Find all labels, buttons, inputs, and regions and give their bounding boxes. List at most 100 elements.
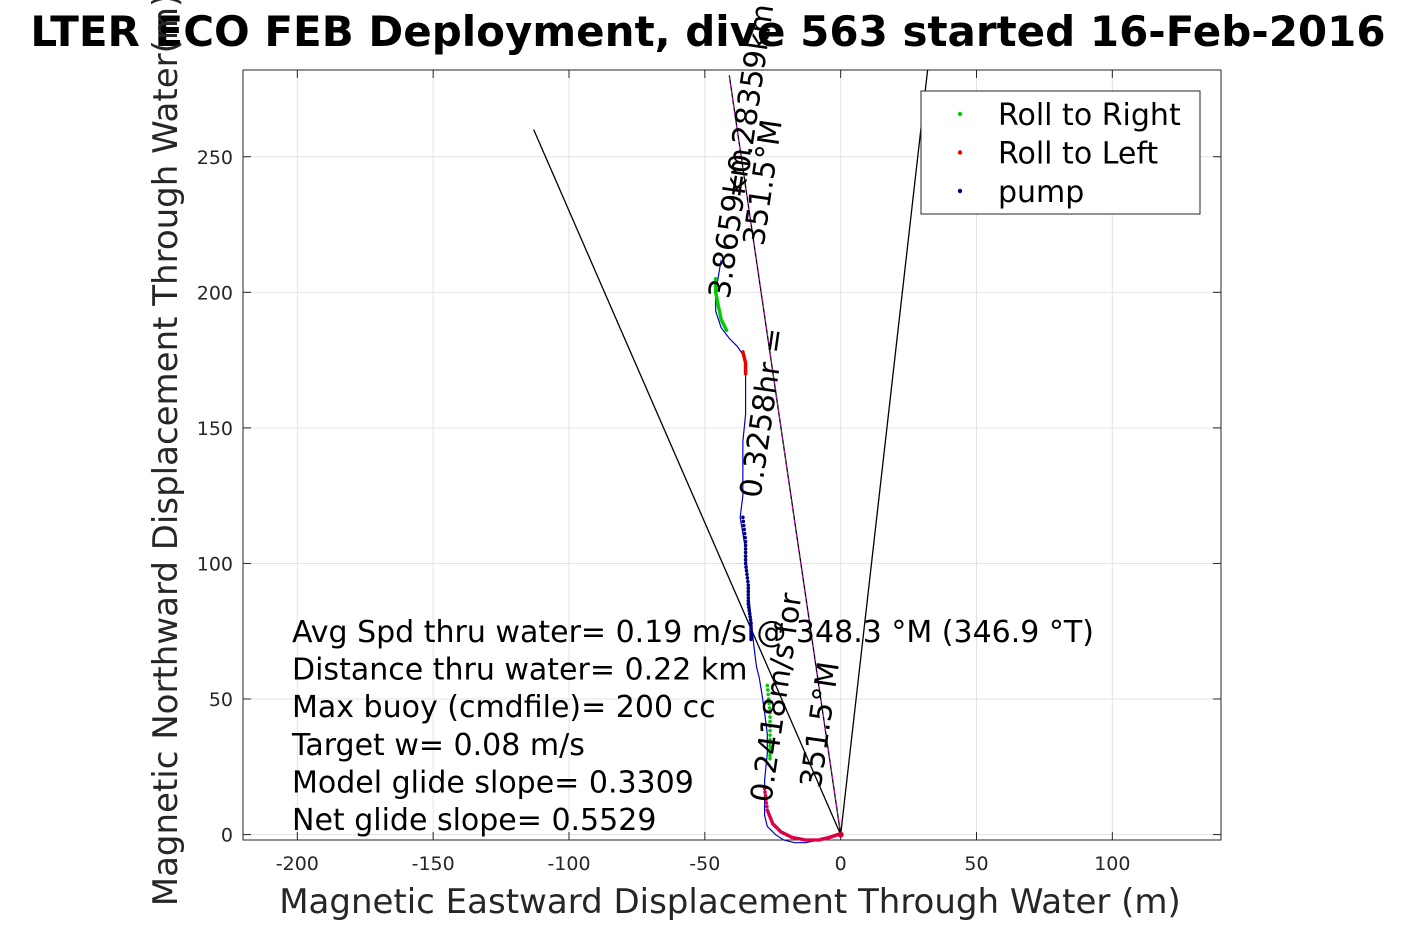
axis-ticks: -200 -150 -100 -50 0 50 100 0 50 100 150 200 250: [197, 70, 1221, 875]
pump-marker: [746, 605, 751, 610]
pump-marker: [749, 634, 753, 639]
x-tick-label: -50: [689, 853, 720, 875]
pump-marker: [749, 632, 753, 636]
pump-marker: [741, 519, 746, 524]
pump-marker: [744, 565, 748, 569]
current-line: [728, 75, 842, 835]
pump-marker: [742, 527, 747, 532]
roll_left-marker: [743, 371, 748, 376]
x-tick-label: 100: [1094, 853, 1130, 875]
reference-lines: [533, 69, 929, 835]
legend-marker: [957, 150, 963, 155]
chart-title: LTER ECO FEB Deployment, dive 563 starte…: [30, 7, 1385, 56]
legend-marker: [957, 188, 963, 194]
origin-marker: [837, 831, 844, 838]
track-markers: [713, 276, 844, 842]
roll_right-marker: [768, 737, 772, 742]
pump-marker: [743, 535, 747, 540]
legend-marker: [957, 111, 963, 117]
track-line: [715, 259, 841, 844]
roll_left-marker: [762, 786, 767, 791]
roll_right-marker: [768, 715, 772, 719]
pump-marker: [746, 595, 751, 600]
roll_left-marker: [763, 793, 768, 798]
pump-marker: [748, 618, 753, 622]
cone-left: [533, 129, 842, 835]
roll_left-marker: [764, 801, 769, 805]
pump-marker: [746, 602, 751, 606]
pump-marker: [741, 515, 745, 520]
roll_right-marker: [768, 741, 772, 745]
roll_left-marker: [763, 790, 767, 794]
roll_right-marker: [767, 701, 771, 706]
pump-marker: [745, 576, 750, 580]
stats-block: Avg Spd thru water= 0.19 m/s @ 348.3 °M …: [291, 615, 1094, 838]
legend-label: pump: [998, 175, 1084, 210]
pump-marker: [746, 579, 750, 584]
stat-line: Model glide slope= 0.3309: [292, 765, 694, 800]
stat-line: Net glide slope= 0.5529: [292, 803, 656, 838]
track-annotation: 351.5°M: [794, 660, 847, 791]
legend-label: Roll to Left: [998, 137, 1158, 172]
x-tick-label: -150: [412, 853, 455, 875]
x-tick-label: 0: [835, 853, 847, 875]
roll_left-marker: [764, 797, 768, 802]
pump-marker: [742, 531, 747, 536]
y-tick-label: 150: [197, 418, 233, 440]
pump-marker: [746, 583, 751, 587]
glider-track: [715, 259, 841, 844]
legend-label: Roll to Right: [998, 98, 1181, 133]
pump-marker: [749, 624, 753, 628]
stat-line: Target w= 0.08 m/s: [291, 728, 585, 763]
pump-marker: [749, 629, 753, 634]
roll_right-marker: [768, 756, 772, 761]
pump-marker: [743, 539, 748, 544]
pump-marker: [741, 523, 746, 528]
stat-line: Distance thru water= 0.22 km: [292, 653, 747, 688]
pump-marker: [747, 611, 752, 616]
y-tick-label: 250: [197, 147, 233, 169]
pump-marker: [746, 586, 751, 591]
pump-marker: [748, 614, 752, 619]
pump-marker: [749, 637, 753, 642]
roll_right-marker: [768, 744, 772, 748]
roll_right-marker: [766, 692, 771, 697]
roll_right-marker: [768, 750, 772, 755]
roll_right-marker: [768, 747, 772, 751]
pump-marker: [746, 589, 751, 594]
roll_left-marker: [765, 804, 769, 809]
roll_right-marker: [768, 753, 772, 758]
roll_right-marker: [768, 710, 772, 715]
stat-line: Avg Spd thru water= 0.19 m/s @ 348.3 °M …: [292, 615, 1094, 650]
stat-line: Max buoy (cmdfile)= 200 cc: [292, 690, 716, 725]
pump-marker: [743, 558, 748, 562]
roll_right-marker: [768, 728, 772, 733]
pump-marker: [743, 561, 748, 566]
roll_right-marker: [765, 688, 770, 692]
roll_right-marker: [765, 683, 770, 688]
pump-marker: [744, 568, 749, 573]
pump-marker: [743, 550, 748, 555]
roll_right-marker: [724, 328, 729, 333]
y-tick-label: 200: [197, 282, 233, 304]
pump-marker: [743, 554, 748, 559]
pump-marker: [743, 547, 748, 551]
y-tick-label: 100: [197, 553, 233, 575]
roll_right-marker: [768, 724, 772, 728]
x-tick-label: 50: [964, 853, 988, 875]
roll_right-marker: [768, 719, 772, 724]
roll_right-marker: [768, 733, 772, 737]
pump-marker: [746, 592, 751, 597]
plot-frame: [242, 69, 1222, 841]
x-axis-label: Magnetic Eastward Displacement Through W…: [279, 882, 1181, 922]
roll_right-marker: [766, 697, 771, 701]
pump-marker: [749, 621, 753, 625]
y-tick-label: 50: [209, 689, 233, 711]
pump-marker: [745, 572, 749, 577]
cone-right: [840, 69, 929, 835]
pump-marker: [746, 599, 751, 603]
x-tick-label: -200: [276, 853, 319, 875]
pump-marker: [747, 608, 752, 613]
